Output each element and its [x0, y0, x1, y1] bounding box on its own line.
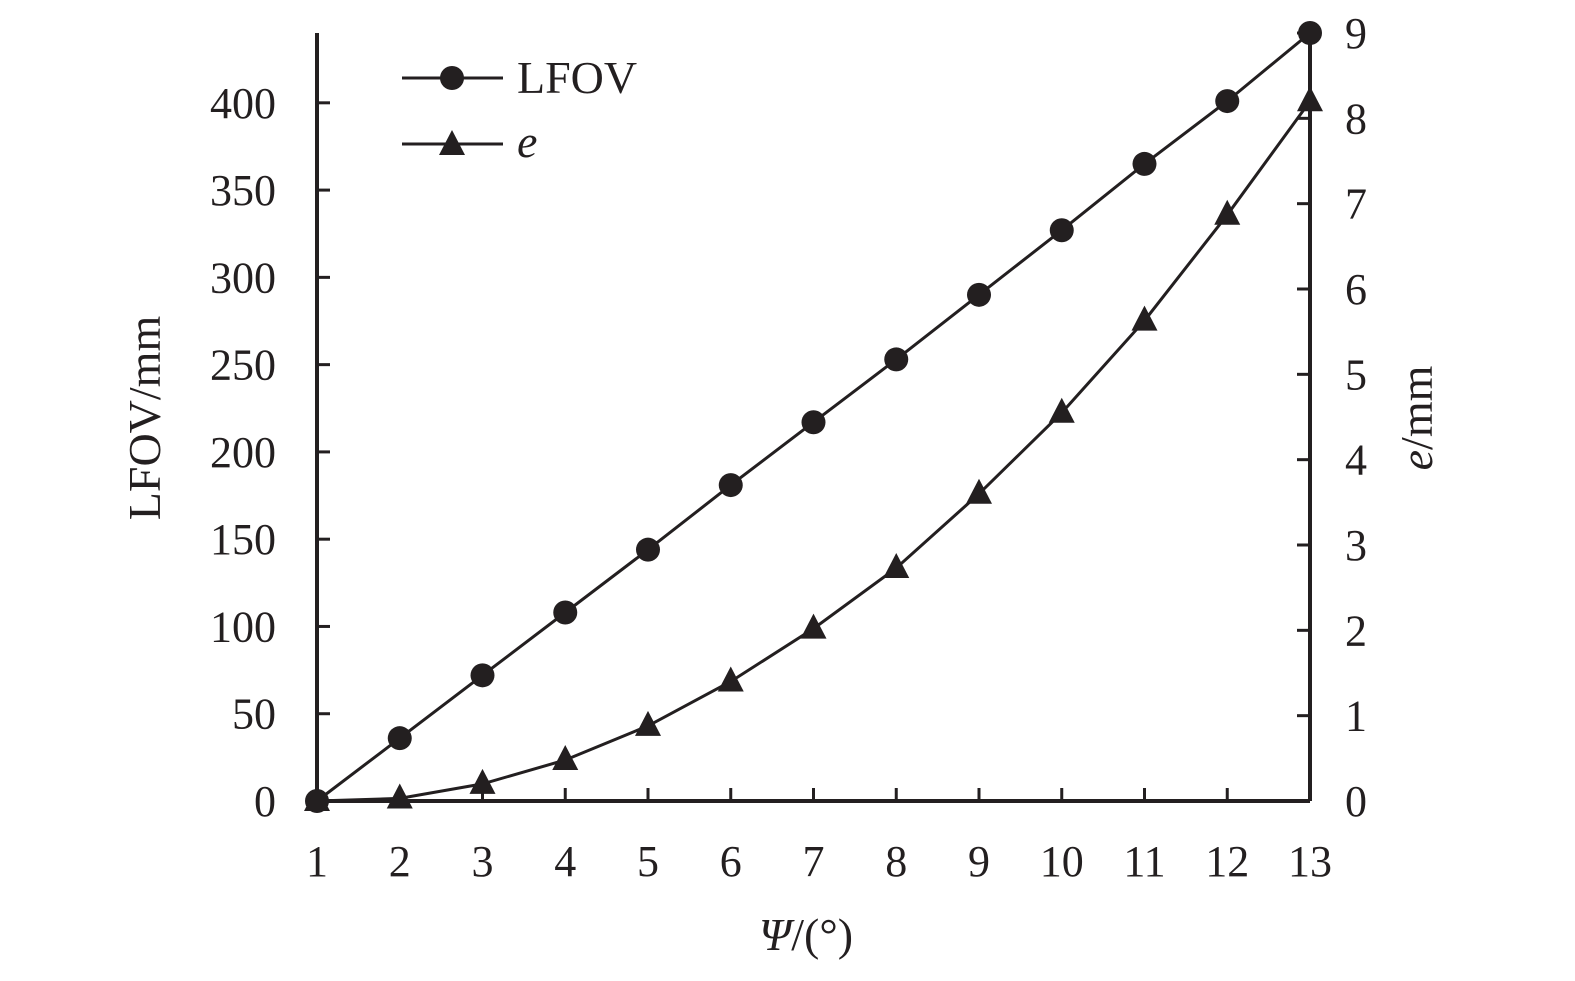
x-axis-title-symbol: Ψ: [759, 909, 795, 960]
legend: LFOV e: [402, 52, 637, 167]
data-point-e: [386, 783, 413, 809]
x-tick-label: 12: [1205, 837, 1249, 886]
data-point-e: [1131, 305, 1158, 331]
right-y-tick-label: 1: [1345, 692, 1367, 741]
data-point-e: [1048, 397, 1075, 423]
right-y-tick-label: 7: [1345, 180, 1367, 229]
x-tick-label: 2: [389, 837, 411, 886]
data-point-lfov: [1298, 21, 1322, 45]
left-y-tick-label: 350: [210, 166, 276, 215]
data-point-lfov: [636, 537, 660, 562]
data-point-lfov: [967, 282, 991, 307]
right-y-tick-label: 5: [1345, 350, 1367, 399]
data-point-lfov: [1049, 218, 1074, 243]
data-point-e: [966, 478, 992, 504]
data-point-e: [800, 613, 827, 639]
right-y-axis-title: e/mm: [1391, 365, 1442, 470]
series-line-e: [316, 100, 1312, 803]
x-tick-label: 5: [637, 837, 659, 886]
data-point-lfov: [387, 726, 412, 751]
x-tick-label: 1: [306, 837, 328, 886]
series-layer: [304, 21, 1323, 813]
left-y-tick-label: 0: [254, 777, 276, 826]
x-axis-title: Ψ/(°): [759, 909, 853, 960]
data-point-e: [469, 768, 496, 794]
data-point-e: [635, 710, 661, 736]
data-point-lfov: [718, 473, 743, 498]
left-y-tick-label: 200: [210, 428, 276, 477]
right-y-tick-label: 3: [1345, 521, 1367, 570]
legend-label-lfov: LFOV: [517, 52, 637, 103]
x-tick-label: 6: [720, 837, 742, 886]
left-y-axis-title: LFOV/mm: [119, 316, 170, 521]
right-y-axis-title-symbol: e: [1391, 450, 1442, 470]
x-tick-label: 7: [803, 837, 825, 886]
ticks-layer: 1 2 3 4 5 6 7 8 9 10 11 12 1305010015020025030035040…: [210, 9, 1367, 886]
x-tick-label: 3: [472, 837, 494, 886]
left-y-tick-label: 250: [210, 341, 276, 390]
data-point-lfov: [553, 600, 578, 625]
data-point-lfov: [801, 410, 826, 435]
legend-marker-lfov: [440, 66, 464, 90]
x-tick-label: 13: [1288, 837, 1332, 886]
data-point-e: [1214, 199, 1241, 225]
x-axis-title-unit: /(°): [791, 909, 853, 960]
data-point-e: [717, 666, 744, 692]
right-y-tick-label: 8: [1345, 94, 1367, 143]
left-y-tick-label: 50: [232, 690, 276, 739]
right-y-tick-label: 0: [1345, 777, 1367, 826]
data-point-lfov: [1132, 151, 1157, 176]
left-y-tick-label: 100: [210, 602, 276, 651]
right-y-tick-label: 2: [1345, 606, 1367, 655]
left-y-tick-label: 150: [210, 515, 276, 564]
x-tick-label: 11: [1123, 837, 1165, 886]
data-point-e: [1297, 86, 1323, 112]
right-y-tick-label: 6: [1345, 265, 1367, 314]
x-tick-label: 8: [885, 837, 907, 886]
data-point-lfov: [470, 663, 495, 688]
right-y-tick-label: 9: [1345, 9, 1367, 58]
x-tick-label: 4: [554, 837, 576, 886]
data-point-e: [883, 553, 910, 579]
data-point-lfov: [884, 347, 909, 372]
legend-marker-e: [439, 130, 465, 155]
data-point-e: [304, 786, 330, 811]
left-y-tick-label: 400: [210, 79, 276, 128]
right-y-axis-title-unit: /mm: [1391, 365, 1442, 450]
right-y-tick-label: 4: [1345, 436, 1367, 485]
x-tick-label: 10: [1040, 837, 1084, 886]
data-point-e: [552, 745, 579, 771]
data-point-lfov: [1215, 89, 1240, 114]
legend-label-e: e: [517, 116, 537, 167]
left-y-tick-label: 300: [210, 253, 276, 302]
x-tick-label: 9: [968, 837, 990, 886]
